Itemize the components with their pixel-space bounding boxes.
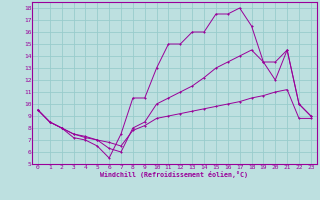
- X-axis label: Windchill (Refroidissement éolien,°C): Windchill (Refroidissement éolien,°C): [100, 171, 248, 178]
